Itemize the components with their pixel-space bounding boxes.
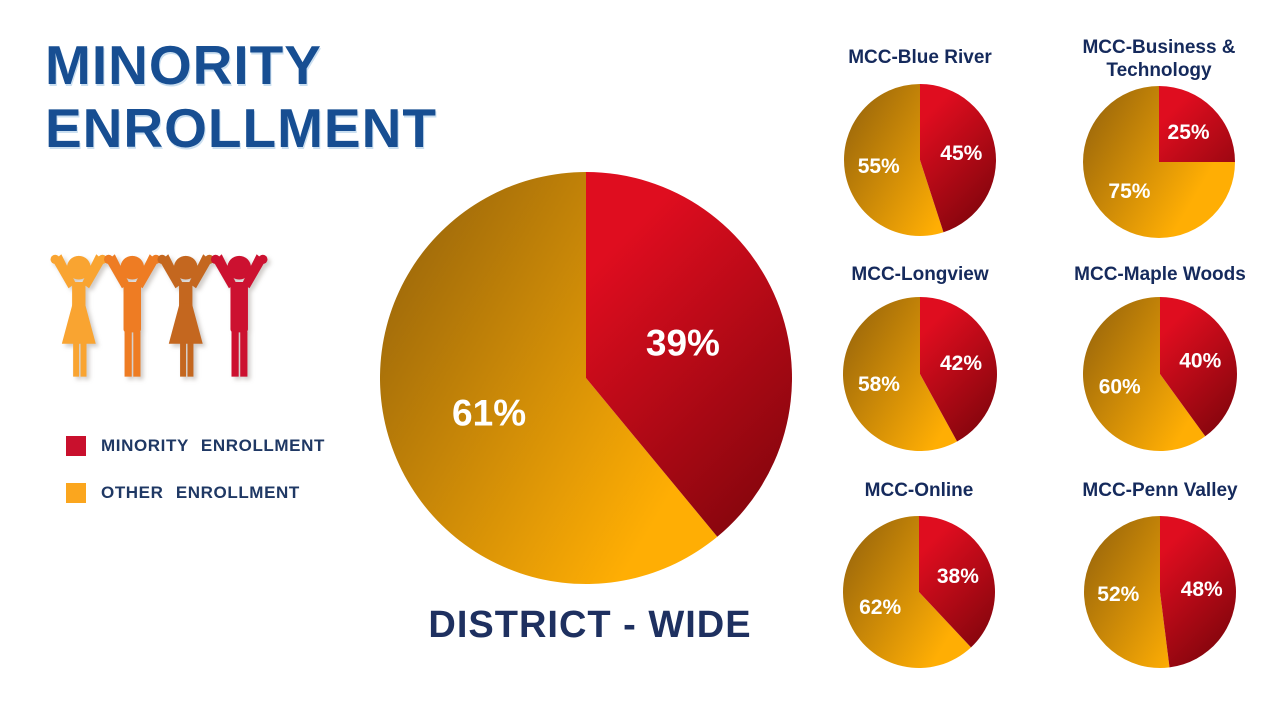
legend-label-other: OTHER ENROLLMENT (101, 483, 300, 502)
minority-slice-label: 38% (937, 565, 979, 588)
minority-slice (920, 297, 997, 442)
other-slice-label: 75% (1108, 180, 1150, 203)
pie-chart-district-wide: 39% 61% (379, 172, 792, 584)
pie-title-longview: MCC-Longview (851, 264, 989, 285)
other-slice (1084, 516, 1170, 668)
legend-item-minority: MINORITY ENROLLMENT (66, 436, 396, 456)
pie-chart-mcc-penn-valley: 48% 52% (1084, 516, 1237, 668)
page-title: MINORITY ENROLLMENT (45, 34, 505, 160)
pie-title-business-technology: MCC-Business & Technology (1082, 37, 1236, 81)
minority-slice (1160, 516, 1237, 668)
minority-slice-label: 42% (940, 352, 982, 375)
minority-swatch-icon (66, 436, 86, 456)
people-graphic (50, 252, 268, 382)
minority-slice (1159, 86, 1235, 162)
minority-slice (919, 516, 995, 648)
page-title-line-2: ENROLLMENT (45, 97, 437, 159)
district-wide-caption: DISTRICT - WIDE (428, 604, 752, 646)
other-swatch-icon (66, 483, 86, 503)
other-slice-label: 55% (858, 155, 900, 178)
other-slice-label: 52% (1097, 583, 1139, 606)
other-slice-label: 58% (858, 373, 900, 396)
minority-slice (1160, 297, 1237, 437)
legend-label-minority: MINORITY ENROLLMENT (101, 436, 325, 455)
other-slice (842, 297, 958, 451)
minority-slice (586, 172, 792, 537)
other-slice (379, 172, 718, 584)
pie-chart-mcc-longview: 42% 58% (842, 297, 997, 451)
pie-chart-mcc-blue-river: 45% 55% (844, 84, 996, 236)
minority-slice (920, 84, 996, 233)
minority-slice-label: 48% (1181, 578, 1223, 601)
pie-chart-mcc-online: 38% 62% (842, 516, 995, 669)
pie-title-online: MCC-Online (864, 480, 974, 501)
pie-title-penn-valley: MCC-Penn Valley (1082, 480, 1238, 501)
people-raising-hands-icon (50, 254, 268, 377)
other-slice (844, 84, 944, 236)
legend: MINORITY ENROLLMENT OTHER ENROLLMENT (66, 436, 396, 530)
minority-slice-label: 25% (1168, 121, 1210, 144)
other-slice-label: 61% (452, 392, 526, 433)
pie-chart-mcc-business-technology: 25% 75% (1083, 86, 1235, 238)
other-slice-label: 62% (859, 596, 901, 619)
other-slice-label: 60% (1099, 376, 1141, 399)
person-figure-1 (50, 254, 108, 377)
pie-chart-mcc-maple-woods: 40% 60% (1083, 297, 1237, 451)
other-slice (842, 516, 972, 669)
pie-title-maple-woods: MCC-Maple Woods (1074, 264, 1246, 285)
legend-item-other: OTHER ENROLLMENT (66, 483, 396, 503)
person-figure-4 (210, 254, 268, 377)
minority-slice-label: 39% (646, 323, 720, 364)
pie-title-blue-river: MCC-Blue River (848, 47, 992, 68)
minority-slice-label: 40% (1179, 349, 1221, 372)
minority-slice-label: 45% (940, 142, 982, 165)
page-title-line-1: MINORITY (45, 34, 322, 96)
other-slice (1083, 297, 1206, 451)
